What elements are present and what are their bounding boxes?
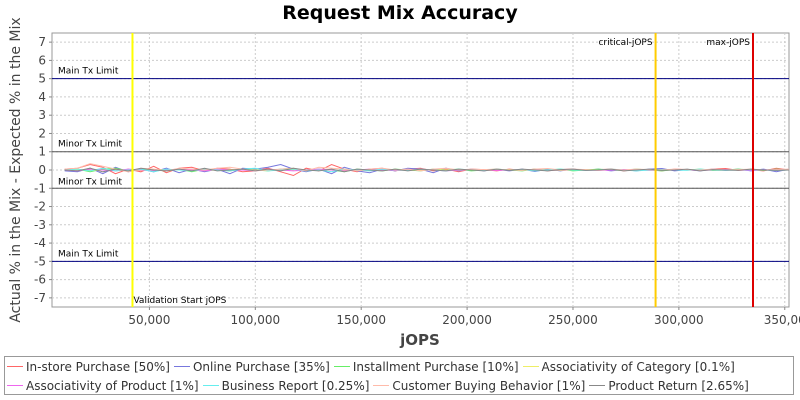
legend-swatch [7, 385, 23, 386]
chart-plot: Main Tx Limit Minor Tx Limit Minor Tx Limi… [8, 17, 800, 349]
jops-marker-label: critical-jOPS [598, 38, 652, 48]
legend-item: In-store Purchase [50%] [7, 360, 170, 374]
legend-label: In-store Purchase [50%] [26, 359, 170, 374]
legend-label: Online Purchase [35%] [192, 359, 330, 374]
x-tick-label: 300,000 [654, 313, 704, 327]
legend-label: Associativity of Product [1%] [26, 378, 199, 393]
legend-item: Associativity of Product [1%] [7, 379, 199, 393]
x-tick-label: 250,000 [548, 313, 598, 327]
limit-label: Minor Tx Limit [58, 140, 123, 150]
jops-marker-label: max-jOPS [706, 38, 750, 48]
y-tick-label: -6 [34, 273, 46, 287]
legend-item: Associativity of Category [0.1%] [522, 359, 735, 374]
limit-label: Main Tx Limit [58, 67, 119, 77]
legend-label: Product Return [2.65%] [608, 378, 749, 393]
legend-row: In-store Purchase [50%] Online Purchase [… [5, 357, 793, 376]
y-tick-label: 6 [38, 53, 46, 67]
x-tick-label: 350,00 [764, 313, 800, 327]
y-tick-label: -2 [34, 200, 46, 214]
legend-item: Business Report [0.25%] [202, 378, 370, 393]
legend-item: Online Purchase [35%] [173, 359, 330, 374]
y-tick-label: 0 [38, 163, 46, 177]
legend-swatch [373, 385, 390, 386]
vertical-markers: Validation Start jOPS critical-jOPS max-jO… [131, 33, 754, 307]
legend-item: Customer Buying Behavior [1%] [373, 379, 585, 393]
legend-label: Associativity of Category [0.1%] [541, 359, 735, 374]
y-tick-label: 2 [38, 126, 46, 140]
y-tick-label: -3 [34, 218, 46, 232]
y-tick-label: -1 [34, 181, 46, 195]
x-tick-label: 50,000 [128, 313, 170, 327]
jops-marker-label: Validation Start jOPS [133, 296, 226, 306]
x-tick-label: 100,000 [230, 313, 280, 327]
legend-label: Installment Purchase [10%] [352, 359, 519, 374]
legend-swatch [522, 366, 539, 367]
legend-swatch [202, 385, 219, 386]
series-layer [64, 163, 790, 177]
x-axis-label: jOPS [399, 331, 440, 349]
y-tick-label: 1 [38, 145, 46, 159]
legend-item: Installment Purchase [10%] [333, 359, 519, 374]
legend-swatch [333, 366, 350, 367]
legend: In-store Purchase [50%] Online Purchase [… [4, 356, 794, 395]
chart-title: Request Mix Accuracy [282, 2, 518, 24]
y-tick-label: 7 [38, 35, 46, 49]
legend-row: Associativity of Product [1%] Business Re… [5, 376, 793, 395]
legend-swatch [7, 366, 23, 367]
x-tick-label: 150,000 [336, 313, 386, 327]
legend-label: Customer Buying Behavior [1%] [392, 378, 586, 393]
legend-label: Business Report [0.25%] [221, 378, 370, 393]
limit-label: Main Tx Limit [58, 249, 119, 259]
y-tick-label: 3 [38, 108, 46, 122]
horizontal-markers: Main Tx Limit Minor Tx Limit Minor Tx Limi… [52, 67, 789, 262]
y-tick-label: 5 [38, 72, 46, 86]
legend-swatch [589, 385, 606, 386]
legend-swatch [173, 366, 190, 367]
series-line [64, 167, 790, 173]
y-tick-label: -5 [34, 254, 46, 268]
y-axis-label: Actual % in the Mix - Expected % in the … [8, 17, 24, 322]
x-tick-label: 200,000 [442, 313, 492, 327]
y-tick-label: 4 [38, 90, 46, 104]
y-tick-label: -7 [34, 291, 46, 305]
y-tick-label: -4 [34, 236, 46, 250]
limit-label: Minor Tx Limit [58, 177, 123, 187]
tick-labels: 7 6 5 4 3 2 1 0 -1 -2 -3 -4 -5 -6 -7 50,000 100,000 150,0… [34, 35, 800, 327]
legend-item: Product Return [2.65%] [589, 379, 749, 393]
